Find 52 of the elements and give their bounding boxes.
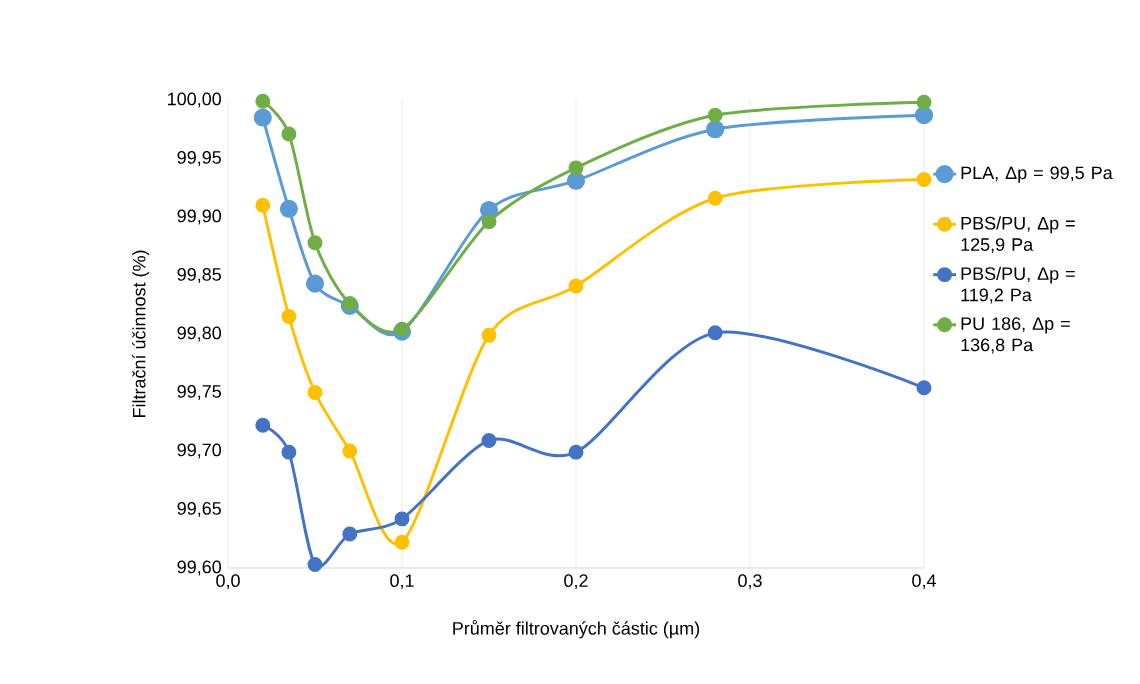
y-tick-label: 99,85 bbox=[177, 268, 221, 283]
y-tick-label: 99,90 bbox=[177, 209, 222, 225]
point bbox=[707, 325, 723, 341]
point bbox=[253, 108, 272, 127]
point bbox=[707, 190, 723, 206]
point bbox=[307, 385, 323, 400]
point bbox=[342, 443, 358, 459]
x-tick-label: 0,0 bbox=[216, 574, 240, 590]
point bbox=[568, 278, 584, 294]
point bbox=[707, 107, 723, 123]
point bbox=[307, 235, 323, 251]
legend-label: PLA, Δp = 99,5 Pa bbox=[961, 166, 1113, 183]
point bbox=[914, 106, 934, 125]
point bbox=[255, 93, 271, 109]
point bbox=[481, 327, 497, 343]
point bbox=[281, 444, 297, 460]
y-tick-label: 99,95 bbox=[177, 151, 221, 166]
point bbox=[255, 417, 271, 433]
point bbox=[916, 94, 932, 110]
point bbox=[568, 160, 584, 176]
point bbox=[916, 380, 932, 396]
x-tick-label: 0,4 bbox=[912, 574, 936, 590]
y-tick-label: 99,75 bbox=[177, 385, 221, 400]
point bbox=[394, 534, 410, 550]
point bbox=[916, 172, 932, 188]
point bbox=[481, 432, 497, 448]
y-tick-label: 100,00 bbox=[168, 92, 222, 108]
point bbox=[279, 199, 298, 218]
point bbox=[394, 321, 410, 337]
x-tick-label: 0,3 bbox=[738, 574, 762, 590]
point bbox=[281, 308, 297, 324]
point bbox=[706, 120, 725, 139]
point bbox=[568, 444, 584, 460]
y-tick-label: 99,80 bbox=[177, 326, 222, 342]
legend-label: PBS/PU, Δp = 125,9 Pa bbox=[961, 216, 1075, 254]
point bbox=[394, 511, 410, 527]
point bbox=[305, 274, 325, 293]
point bbox=[481, 214, 497, 230]
legend-label: PBS/PU, Δp = 119,2 Pa bbox=[961, 266, 1075, 304]
y-tick-label: 99,65 bbox=[177, 502, 221, 517]
point bbox=[255, 197, 271, 213]
point bbox=[342, 526, 358, 542]
x-axis-title: Průměr filtrovaných částic (µm) bbox=[453, 620, 700, 639]
point bbox=[566, 171, 586, 190]
y-tick-label: 99,70 bbox=[177, 443, 222, 459]
point bbox=[307, 557, 323, 572]
point bbox=[281, 126, 297, 142]
legend-label: PU 186, Δp = 136,8 Pa bbox=[961, 317, 1070, 354]
y-axis-title: Filtrační účinnost (%) bbox=[132, 250, 150, 418]
x-tick-label: 0,1 bbox=[390, 574, 414, 590]
x-tick-label: 0,2 bbox=[564, 574, 588, 590]
y-tick-label: 99,60 bbox=[177, 560, 222, 576]
